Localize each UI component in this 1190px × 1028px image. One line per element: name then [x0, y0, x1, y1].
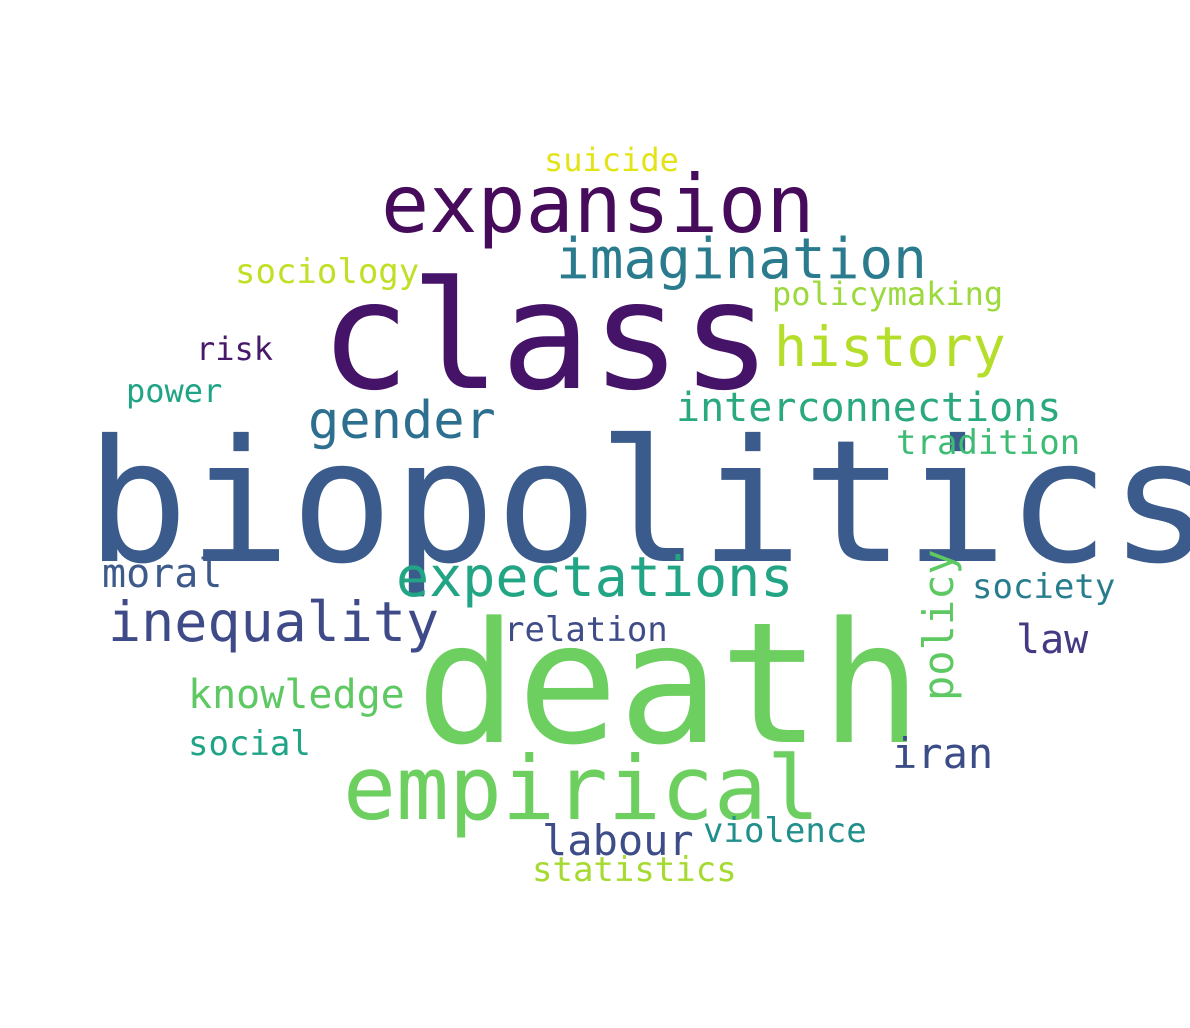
- word-sociology: sociology: [235, 252, 420, 292]
- word-empirical: empirical: [343, 737, 820, 840]
- word-violence: violence: [703, 811, 867, 851]
- word-moral: moral: [102, 551, 223, 597]
- word-class: class: [320, 250, 772, 424]
- word-suicide: suicide: [544, 141, 679, 179]
- word-society: society: [972, 567, 1116, 607]
- word-policy: policy: [914, 549, 963, 701]
- word-expectations: expectations: [396, 545, 794, 609]
- word-interconnections: interconnections: [676, 385, 1062, 431]
- word-expansion: expansion: [381, 158, 815, 251]
- word-history: history: [774, 315, 1006, 379]
- word-death: death: [416, 586, 922, 782]
- word-relation: relation: [504, 610, 668, 650]
- word-law: law: [1016, 617, 1089, 663]
- word-tradition: tradition: [896, 423, 1081, 463]
- word-statistics: statistics: [532, 850, 737, 890]
- word-biopolitics: biopolitics: [86, 404, 1190, 602]
- word-inequality: inequality: [108, 590, 440, 654]
- word-labour: labour: [542, 816, 694, 865]
- word-social: social: [188, 724, 311, 764]
- word-power: power: [126, 372, 223, 410]
- word-knowledge: knowledge: [188, 672, 405, 718]
- word-imagination: imagination: [556, 227, 927, 292]
- word-risk: risk: [196, 330, 274, 368]
- word-gender: gender: [308, 391, 496, 451]
- word-iran: iran: [892, 729, 994, 778]
- word-policymaking: policymaking: [772, 275, 1004, 313]
